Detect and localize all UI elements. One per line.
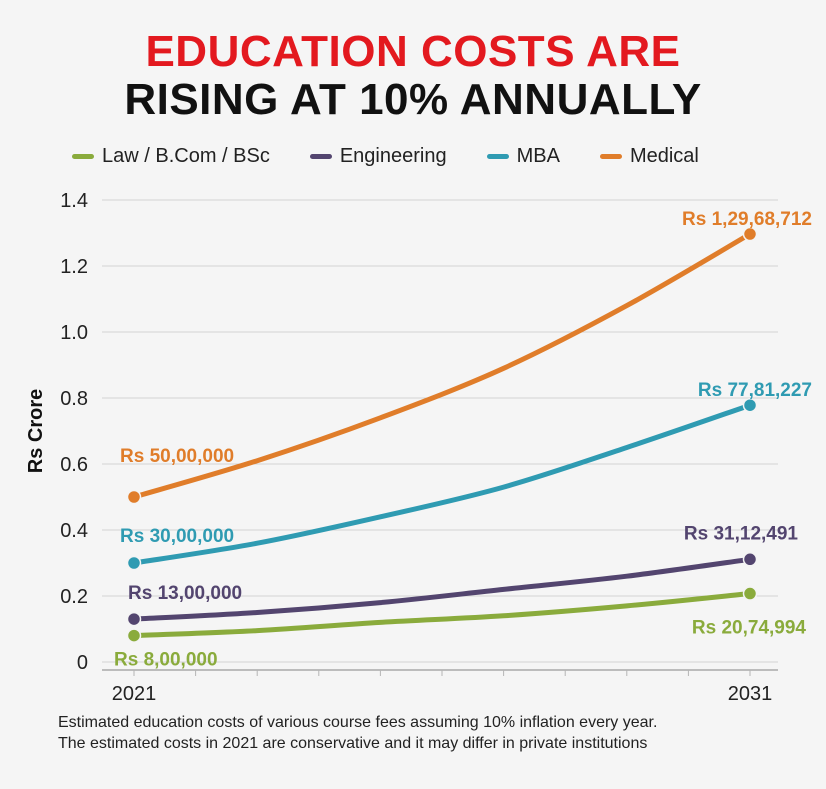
end-point-mba: [742, 397, 758, 413]
y-axis-label: Rs Crore: [25, 389, 47, 473]
end-point-law: [742, 586, 758, 601]
series-line-law: [131, 591, 753, 639]
start-label-medical: Rs 50,00,000: [120, 446, 234, 467]
legend-swatch-law: [72, 154, 94, 159]
y-tick-label: 0.2: [60, 586, 88, 608]
end-point-engineering: [742, 552, 758, 567]
legend-swatch-medical: [599, 154, 622, 159]
y-tick-label: 0: [77, 652, 88, 674]
legend-item-law: Law / B.Com / BSc: [72, 145, 270, 168]
start-point-engineering: [126, 611, 142, 627]
legend-swatch-mba: [486, 154, 509, 159]
y-tick-label: 0.4: [60, 520, 88, 542]
end-label-medical: Rs 1,29,68,712: [682, 209, 812, 230]
legend-item-medical: Medical: [599, 145, 699, 168]
legend-item-mba: MBA: [486, 145, 560, 168]
legend-label-law: Law / B.Com / BSc: [102, 145, 270, 167]
end-label-engineering: Rs 31,12,491: [684, 523, 799, 544]
start-point-law: [126, 628, 142, 643]
title-line-2: RISING AT 10% ANNUALLY: [124, 75, 702, 124]
footnote: Estimated education costs of various cou…: [58, 714, 658, 752]
series-line-medical: [131, 231, 753, 500]
end-point-medical: [742, 226, 758, 242]
y-tick-label: 0.6: [60, 454, 88, 476]
start-point-medical: [126, 489, 142, 505]
y-tick-label: 0.8: [60, 388, 88, 410]
end-label-mba: Rs 77,81,227: [698, 380, 812, 401]
legend-label-mba: MBA: [516, 145, 560, 167]
legend: Law / B.Com / BSc Engineering MBA Medica…: [72, 145, 699, 168]
y-tick-label: 1.0: [60, 322, 88, 344]
legend-label-engineering: Engineering: [339, 145, 447, 167]
start-point-mba: [126, 555, 142, 571]
legend-label-medical: Medical: [629, 145, 699, 167]
start-label-law: Rs 8,00,000: [114, 650, 218, 671]
legend-swatch-engineering: [309, 154, 332, 159]
end-label-law: Rs 20,74,994: [692, 618, 807, 639]
x-tick-label: 2021: [112, 683, 157, 705]
series-line-engineering: [131, 556, 753, 622]
start-label-engineering: Rs 13,00,000: [128, 583, 242, 604]
start-label-mba: Rs 30,00,000: [120, 526, 234, 547]
x-tick-label: 2031: [728, 683, 773, 705]
y-tick-label: 1.2: [60, 256, 88, 278]
y-tick-label: 1.4: [60, 190, 88, 212]
title-line-1: EDUCATION COSTS ARE: [145, 27, 681, 76]
series-line-mba: [131, 402, 753, 566]
legend-item-engineering: Engineering: [309, 145, 447, 168]
